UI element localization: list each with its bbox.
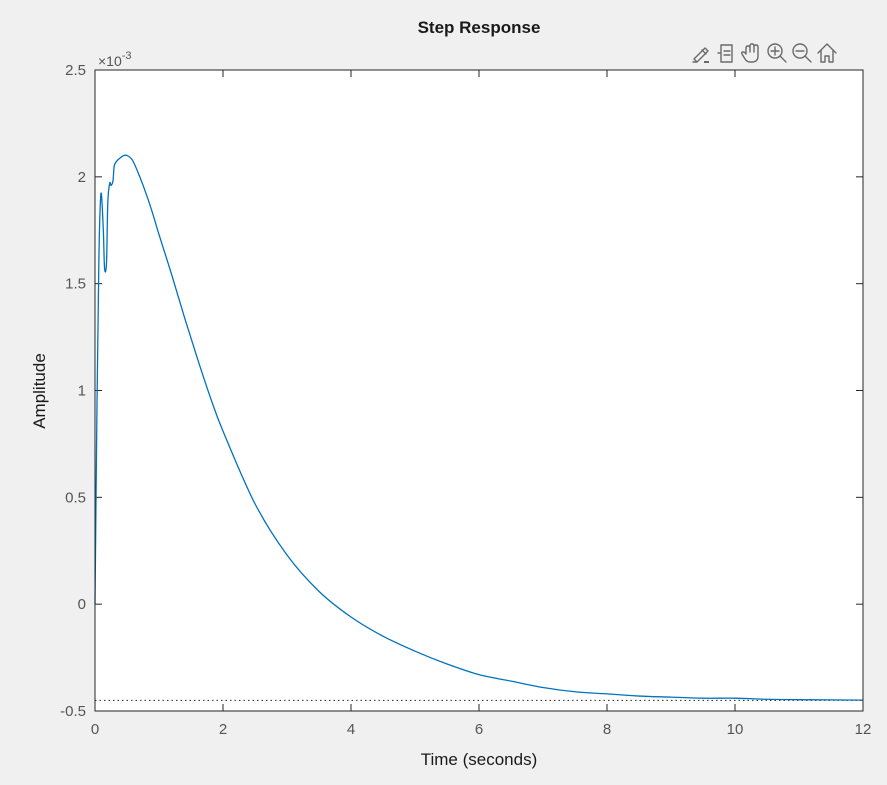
y-exponent-power: -3 <box>122 50 132 62</box>
pan-hand-icon[interactable] <box>740 42 762 64</box>
zoom-in-icon[interactable] <box>766 42 788 64</box>
y-tick-label: 0.5 <box>65 489 86 506</box>
y-tick-label: 2.5 <box>65 62 86 79</box>
axes-toolbar <box>690 42 838 64</box>
y-tick-label: 0 <box>78 596 86 613</box>
x-tick-label: 6 <box>475 721 483 738</box>
x-axis-label: Time (seconds) <box>421 750 538 769</box>
chart-title: Step Response <box>418 18 541 37</box>
x-tick-labels: 0 2 4 6 8 10 12 <box>91 721 872 738</box>
x-tick-label: 12 <box>855 721 872 738</box>
data-series[interactable] <box>94 154 864 701</box>
y-axis-label: Amplitude <box>30 353 49 429</box>
axes-frame <box>94 69 864 712</box>
y-tick-label: -0.5 <box>60 703 86 720</box>
x-tick-label: 0 <box>91 721 99 738</box>
home-icon[interactable] <box>816 42 838 64</box>
y-exponent-base: ×10 <box>98 53 122 69</box>
y-tick-label: 2 <box>78 169 86 186</box>
x-tick-label: 10 <box>727 721 744 738</box>
zoom-out-icon[interactable] <box>791 42 813 64</box>
y-tick-labels: -0.5 0 0.5 1 1.5 2 2.5 <box>60 62 86 720</box>
y-tick-label: 1 <box>78 383 86 400</box>
x-tick-label: 8 <box>603 721 611 738</box>
axes-background <box>95 70 863 711</box>
x-tick-label: 4 <box>347 721 355 738</box>
step-response-line[interactable] <box>94 154 864 701</box>
y-exponent-label: ×10-3 <box>98 50 132 69</box>
x-tick-label: 2 <box>219 721 227 738</box>
brush-icon[interactable] <box>690 42 710 64</box>
data-tips-icon[interactable] <box>715 42 735 64</box>
y-tick-label: 1.5 <box>65 276 86 293</box>
